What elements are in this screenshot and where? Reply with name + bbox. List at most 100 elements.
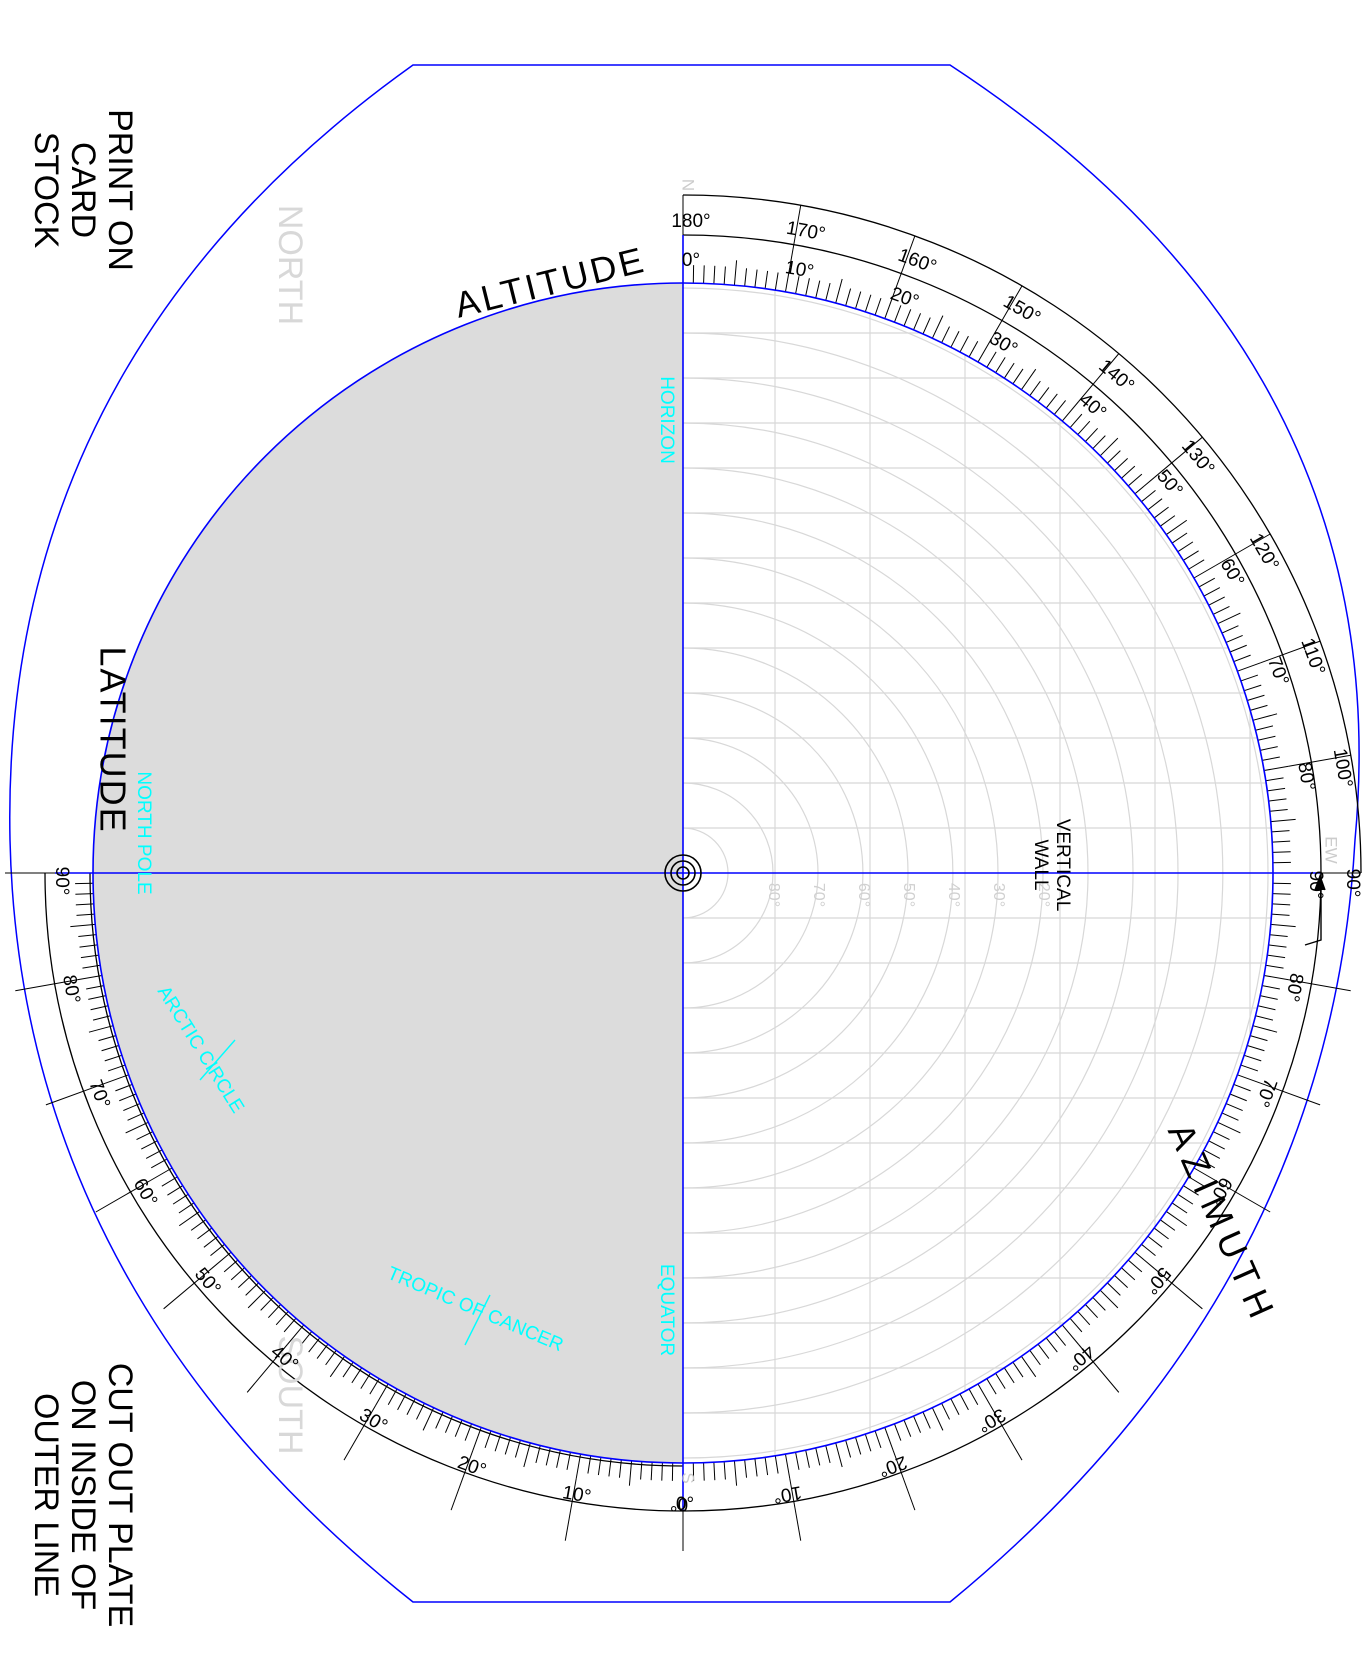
azimuth-tick-label: 80° xyxy=(1281,971,1307,1003)
outer-cut-line[interactable] xyxy=(9,64,1360,1603)
tick-mark xyxy=(1107,1282,1121,1296)
tick-mark xyxy=(1153,1227,1169,1240)
tick-mark xyxy=(815,1447,821,1466)
tick-mark xyxy=(1069,413,1083,429)
grid-tick-label: 20° xyxy=(1035,883,1052,907)
tick-mark xyxy=(1092,1297,1106,1311)
grid-tick-label: 30° xyxy=(990,883,1007,907)
altitude-outer-tick-label: 90° xyxy=(1342,869,1363,898)
equator-label: EQUATOR xyxy=(656,1264,677,1356)
latitude-title: LATITUDE xyxy=(92,646,133,833)
scale-spoke xyxy=(1288,979,1351,992)
scale-spoke xyxy=(1153,1267,1203,1310)
tick-mark xyxy=(1099,437,1119,457)
tick-mark xyxy=(893,1423,902,1441)
grid-tick-label: 40° xyxy=(945,883,962,907)
altitude-inner-tick-label: 80° xyxy=(1293,761,1319,793)
tick-mark xyxy=(1225,1103,1243,1112)
latitude-tick-label: 10° xyxy=(561,1482,593,1508)
altitude-inner-tick-label: 50° xyxy=(1152,466,1187,502)
tick-mark xyxy=(941,1403,950,1420)
scale-spoke xyxy=(15,979,78,992)
print-note: STOCK xyxy=(27,132,65,249)
tick-mark xyxy=(1166,519,1188,535)
tick-mark xyxy=(1069,1317,1083,1333)
tick-mark xyxy=(1171,1202,1188,1214)
tick-mark xyxy=(1188,1176,1205,1187)
tick-mark xyxy=(628,1460,633,1486)
tick-mark xyxy=(1012,1361,1024,1378)
scale-spoke xyxy=(45,1082,106,1106)
tick-mark xyxy=(375,1383,389,1406)
tick-mark xyxy=(855,291,862,309)
tick-mark xyxy=(1188,559,1205,570)
tick-mark xyxy=(1268,798,1287,802)
tick-mark xyxy=(1053,1331,1067,1346)
scale-rings xyxy=(44,194,1362,1512)
tick-mark xyxy=(874,1430,882,1449)
altitude-inner-tick-label: 20° xyxy=(887,283,921,313)
tick-mark xyxy=(1217,612,1241,625)
scale-spoke xyxy=(990,285,1023,341)
tick-mark xyxy=(1257,1005,1276,1011)
tick-mark xyxy=(1225,634,1243,643)
tick-mark xyxy=(1243,684,1262,692)
tick-mark xyxy=(1029,380,1041,396)
tick-mark xyxy=(88,1025,114,1033)
tick-mark xyxy=(422,1407,435,1431)
tick-mark xyxy=(713,265,716,284)
cut-note: OUTER LINE xyxy=(27,1393,65,1597)
tick-mark xyxy=(950,331,960,348)
tick-mark xyxy=(1272,893,1291,895)
latitude-markers xyxy=(199,1039,491,1346)
tick-mark xyxy=(1012,368,1024,385)
azimuth-pointer-icon[interactable] xyxy=(1304,873,1326,946)
tick-mark xyxy=(1257,735,1276,741)
tick-mark xyxy=(1141,489,1156,503)
tick-mark xyxy=(1183,1185,1199,1196)
tick-mark xyxy=(1267,954,1286,959)
tick-mark xyxy=(1272,840,1291,843)
tick-mark xyxy=(1255,1015,1274,1021)
tick-mark xyxy=(178,1211,200,1227)
azimuth-tick-label: 0° xyxy=(670,1493,688,1514)
tick-mark xyxy=(104,1074,129,1084)
tick-mark xyxy=(1153,506,1169,519)
tick-mark xyxy=(1265,964,1284,969)
tick-mark xyxy=(1260,746,1278,751)
azimuth-tick-label: 20° xyxy=(875,1451,909,1481)
latitude-tick-label: 0° xyxy=(676,1494,694,1515)
azimuth-tick-label: 70° xyxy=(1251,1075,1281,1109)
tick-mark xyxy=(1237,1074,1262,1084)
tick-mark xyxy=(1233,654,1251,663)
tick-mark xyxy=(1114,1275,1129,1289)
scale-spoke xyxy=(1215,1180,1271,1213)
tick-mark xyxy=(1268,944,1287,948)
center-pin-icon[interactable] xyxy=(664,854,702,892)
altitude-inner-tick-label: 30° xyxy=(986,328,1021,361)
tick-mark xyxy=(1121,465,1136,479)
tick-mark xyxy=(977,1383,991,1406)
tick-mark xyxy=(1121,1267,1136,1281)
scale-spoke xyxy=(789,1478,802,1541)
altitude-inner-tick-label: 10° xyxy=(783,257,815,283)
grid-tick-label: 70° xyxy=(810,883,827,907)
north-pole-label: NORTH POLE xyxy=(133,771,154,894)
tick-mark xyxy=(754,269,758,288)
tick-mark xyxy=(1147,498,1163,511)
tick-mark xyxy=(845,1440,852,1458)
scale-spoke xyxy=(564,1478,577,1541)
tick-mark xyxy=(1229,1093,1247,1102)
compass-n-label: N xyxy=(679,179,698,191)
tick-mark xyxy=(784,1453,791,1479)
tick-mark xyxy=(1265,777,1284,782)
scale-spoke xyxy=(450,1450,474,1511)
tick-mark xyxy=(1198,1158,1216,1169)
tick-mark xyxy=(1193,1167,1216,1181)
altitude-outer-tick-label: 120° xyxy=(1245,530,1283,575)
tick-mark xyxy=(1272,903,1291,906)
tick-mark xyxy=(1247,1045,1265,1052)
azimuth-tick-label: 30° xyxy=(974,1404,1009,1437)
scale-spoke xyxy=(1077,1343,1120,1393)
scale-spoke xyxy=(1288,754,1351,767)
